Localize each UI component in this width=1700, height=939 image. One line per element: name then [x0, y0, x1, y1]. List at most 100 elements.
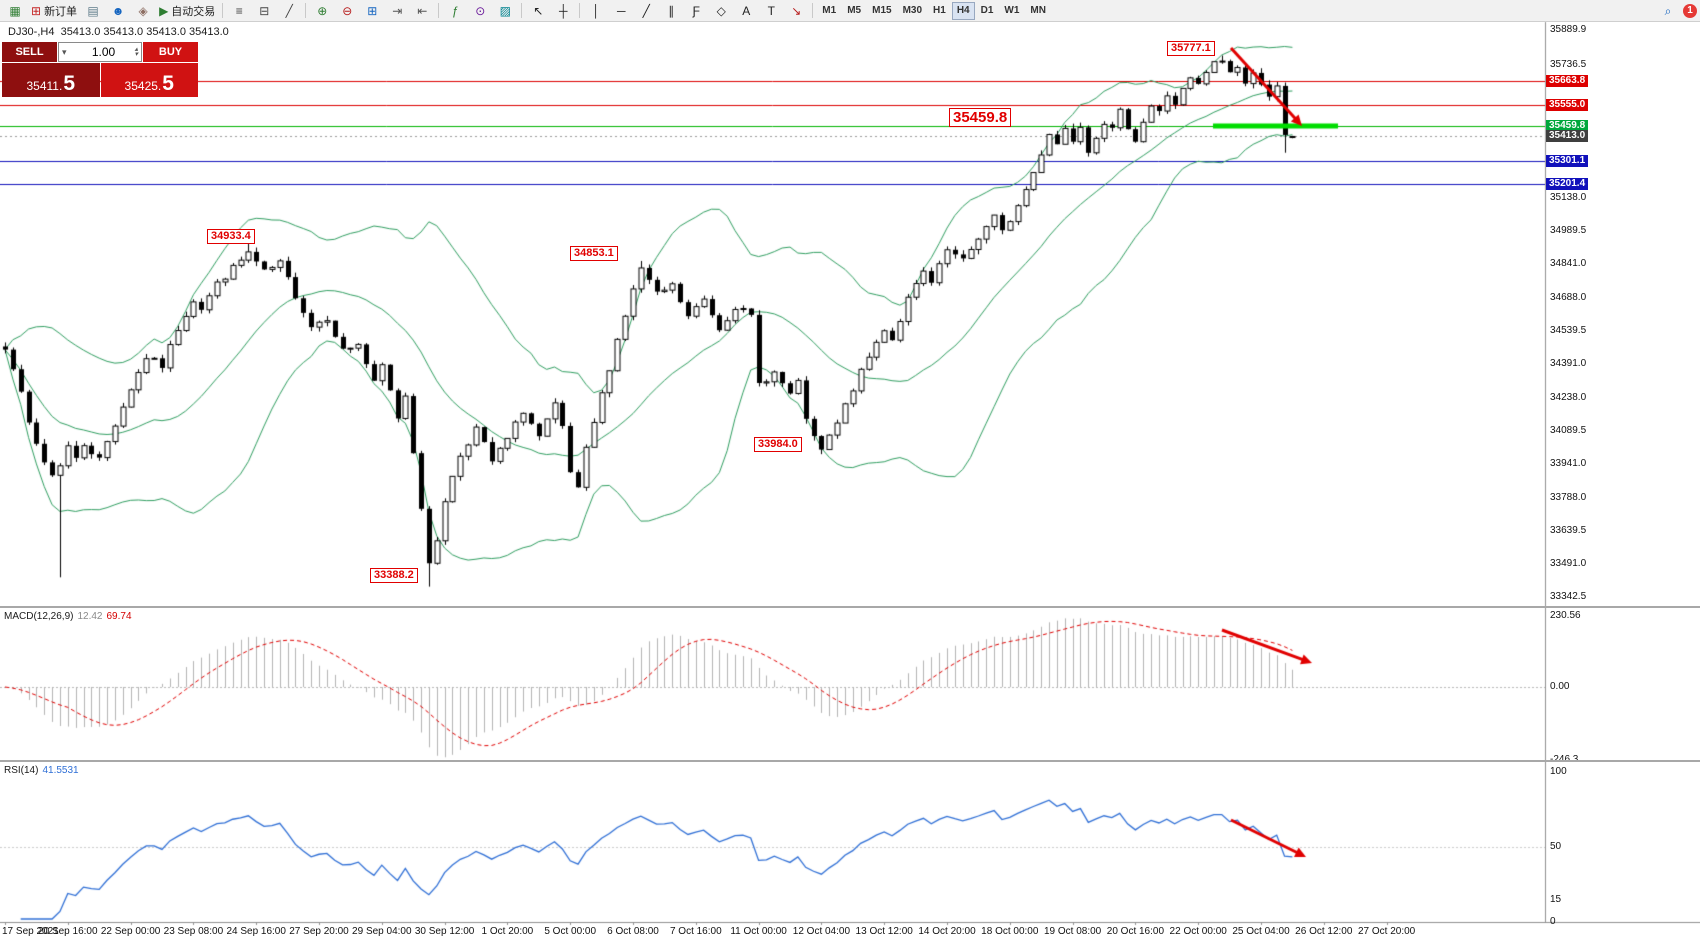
- price-tick: 33639.5: [1550, 524, 1587, 536]
- zoom-out-icon[interactable]: ⊖: [335, 1, 359, 21]
- price-badge: 35663.8: [1546, 74, 1589, 87]
- price-callout[interactable]: 34853.1: [570, 246, 618, 261]
- accounts-icon[interactable]: ☻: [106, 1, 130, 21]
- arrow-object-icon[interactable]: ↘: [784, 1, 808, 21]
- sell-button[interactable]: SELL: [2, 42, 57, 62]
- timeframe-W1[interactable]: W1: [1004, 5, 1020, 16]
- horizontal-line-icon[interactable]: ─: [609, 1, 633, 21]
- line-chart-icon[interactable]: ╱: [277, 1, 301, 21]
- time-label: 14 Oct 20:00: [918, 926, 976, 937]
- bar-chart-icon: ≡: [235, 3, 243, 18]
- shapes-icon[interactable]: ◇: [709, 1, 733, 21]
- crosshair-icon[interactable]: ┼: [551, 1, 575, 21]
- rsi-value: 41.5531: [42, 765, 79, 776]
- text-icon[interactable]: A: [734, 1, 758, 21]
- time-label: 29 Sep 04:00: [352, 926, 412, 937]
- ask-price-button[interactable]: 35425. 5: [100, 63, 198, 97]
- rsi-indicator-label: RSI(14) 41.5531: [4, 765, 79, 776]
- price-callout[interactable]: 33984.0: [754, 437, 802, 452]
- trendline-icon: ╱: [642, 3, 650, 18]
- price-callout[interactable]: 34933.4: [207, 229, 255, 244]
- new-order-button[interactable]: ⊞ 新订单: [28, 1, 80, 21]
- bid-price-button[interactable]: 35411. 5: [2, 63, 100, 97]
- price-tick: 33491.0: [1550, 557, 1587, 569]
- cursor-icon[interactable]: ↖: [526, 1, 550, 21]
- timeframe-D1[interactable]: D1: [980, 5, 994, 16]
- macd-scale-tick: -246.3: [1550, 754, 1578, 765]
- timeframe-H4[interactable]: H4: [951, 1, 975, 20]
- auto-scroll-icon[interactable]: ⇥: [385, 1, 409, 21]
- templates-icon[interactable]: ▨: [493, 1, 517, 21]
- vertical-line-icon: │: [592, 3, 601, 18]
- macd-main-value: 12.42: [77, 611, 103, 622]
- macd-scale-tick: 0.00: [1550, 681, 1570, 692]
- time-label: 17 Sep 2021: [2, 926, 59, 937]
- vertical-line-icon[interactable]: │: [584, 1, 608, 21]
- buy-button[interactable]: BUY: [143, 42, 198, 62]
- price-tick: 35889.9: [1550, 24, 1587, 36]
- volume-stepper-up-icon[interactable]: ▴: [134, 46, 138, 53]
- horizontal-line-icon: ─: [617, 3, 626, 18]
- time-label: 18 Oct 00:00: [981, 926, 1039, 937]
- rsi-name: RSI(14): [4, 765, 39, 776]
- bar-chart-icon[interactable]: ≡: [227, 1, 251, 21]
- volume-stepper[interactable]: ▴ ▾: [134, 46, 138, 58]
- ask-price-big-digit: 5: [162, 72, 174, 96]
- timeframe-MN[interactable]: MN: [1030, 5, 1046, 16]
- timeframe-M30[interactable]: M30: [902, 5, 923, 16]
- toolbar-separator: [438, 3, 440, 18]
- period-icon[interactable]: ⊙: [468, 1, 492, 21]
- indicators-icon: ƒ: [451, 3, 459, 18]
- time-label: 19 Oct 08:00: [1043, 926, 1102, 937]
- zoom-in-icon: ⊕: [317, 3, 328, 18]
- notification-badge[interactable]: 1: [1683, 3, 1697, 18]
- main-toolbar: ▦ ⊞ 新订单 ▤ ☻ ◈ ▶ 自动交易 ≡ ⊟ ╱ ⊕ ⊖ ⊞ ⇥ ⇤ ƒ ⊙ ▨ ↖ ┼ │ ─ ╱ ∥ Ƒ ◇ A T ↘ M1 M5 M…: [0, 0, 1700, 22]
- shapes-icon: ◇: [716, 3, 726, 18]
- volume-dropdown-icon[interactable]: ▾: [62, 46, 67, 57]
- timeframe-H1[interactable]: H1: [933, 5, 946, 16]
- chart-window-icon[interactable]: ▦: [3, 1, 27, 21]
- price-callout[interactable]: 33388.2: [370, 568, 418, 583]
- chart-profiles-icon[interactable]: ▤: [81, 1, 105, 21]
- toolbar-separator: [222, 3, 224, 18]
- candlestick-chart-icon[interactable]: ⊟: [252, 1, 276, 21]
- timeframe-M1[interactable]: M1: [822, 5, 837, 16]
- fibonacci-icon: Ƒ: [692, 3, 700, 18]
- price-tick: 34989.5: [1550, 224, 1587, 236]
- zoom-out-icon: ⊖: [342, 3, 353, 18]
- time-label: 5 Oct 00:00: [544, 926, 597, 937]
- indicators-icon[interactable]: ƒ: [443, 1, 467, 21]
- equidistant-channel-icon[interactable]: ∥: [659, 1, 683, 21]
- autotrading-button[interactable]: ▶ 自动交易: [156, 1, 218, 21]
- tile-windows-icon[interactable]: ⊞: [360, 1, 384, 21]
- volume-stepper-down-icon[interactable]: ▾: [134, 51, 138, 58]
- time-label: 1 Oct 20:00: [481, 926, 534, 937]
- search-icon[interactable]: ⌕: [1656, 1, 1680, 21]
- trendline-icon[interactable]: ╱: [634, 1, 658, 21]
- toolbar-separator: [521, 3, 523, 18]
- text-label-icon[interactable]: T: [759, 1, 783, 21]
- panel-splitter-macd[interactable]: [0, 606, 1700, 608]
- timeframe-M15[interactable]: M15: [872, 5, 892, 16]
- price-callout[interactable]: 35459.8: [949, 108, 1012, 127]
- volume-field[interactable]: ▾ 1.00 ▴ ▾: [58, 42, 142, 62]
- price-tick: 34089.5: [1550, 424, 1587, 436]
- zoom-in-icon[interactable]: ⊕: [310, 1, 334, 21]
- chart-shift-icon[interactable]: ⇤: [410, 1, 434, 21]
- toolbar-separator: [812, 3, 814, 18]
- timeframe-M5[interactable]: M5: [847, 5, 862, 16]
- chart-shift-icon: ⇤: [417, 3, 428, 18]
- time-label: 23 Sep 08:00: [163, 926, 224, 937]
- search-icon: ⌕: [1664, 3, 1672, 18]
- price-callout[interactable]: 35777.1: [1167, 41, 1215, 56]
- panel-splitter-rsi[interactable]: [0, 760, 1700, 762]
- navigator-icon[interactable]: ◈: [131, 1, 155, 21]
- cursor-icon: ↖: [533, 3, 544, 18]
- fibonacci-icon[interactable]: Ƒ: [684, 1, 708, 21]
- volume-value: 1.00: [91, 45, 116, 59]
- time-label: 27 Sep 20:00: [289, 926, 349, 937]
